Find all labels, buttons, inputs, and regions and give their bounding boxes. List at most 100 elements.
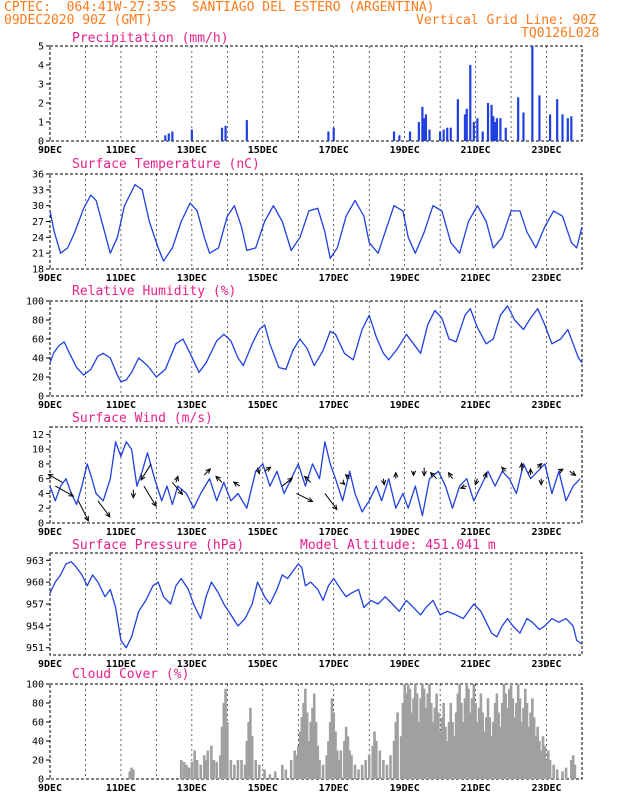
wind-xtick-label: 21DEC: [461, 527, 491, 538]
precip-bar: [220, 127, 224, 141]
rh-xtick-label: 23DEC: [531, 400, 561, 411]
cloud-bar: [307, 741, 311, 779]
cloud-bar: [334, 731, 337, 779]
header-run-code: TQ0126L028: [521, 26, 600, 41]
precip-xtick-label: 13DEC: [177, 145, 207, 156]
rh-xtick-label: 17DEC: [319, 400, 349, 411]
wind-vector-head: [536, 462, 543, 469]
cloud-bar: [429, 703, 433, 779]
wind-vector-head: [482, 471, 488, 478]
pres-panel: 951 954 957 960 963 9DEC 11DEC 13DEC 15DEC 17DEC 1…: [26, 538, 583, 670]
precip-ytick-label: 2: [38, 99, 44, 110]
wind-vector: [233, 481, 241, 487]
cloud-bar: [204, 760, 208, 779]
pres-ytick-label: 963: [26, 556, 44, 567]
cloud-bar: [403, 684, 406, 779]
cloud-bar: [353, 764, 357, 779]
cloud-bar: [389, 755, 392, 779]
precip-xtick-label: 19DEC: [390, 145, 420, 156]
wind-vector-head: [447, 471, 454, 478]
cloud-bar: [534, 736, 538, 779]
cloud-bar: [401, 703, 405, 779]
precip-bar: [446, 127, 449, 141]
cloud-bar: [421, 684, 424, 779]
precip-bar: [224, 125, 227, 141]
cloud-bar: [483, 731, 486, 779]
precip-bar: [494, 122, 497, 141]
cloud-bar: [339, 750, 343, 779]
cloud-bar: [215, 761, 218, 779]
rh-ytick-label: 60: [32, 335, 44, 346]
temp-ytick-label: 24: [32, 233, 44, 244]
wind-vector-head: [177, 489, 184, 496]
header-grid-line: Vertical Grid Line: 90Z: [416, 13, 597, 28]
pres-xtick-label: 11DEC: [106, 659, 136, 670]
temp-ytick-label: 21: [32, 249, 44, 260]
cloud-panel: 0 20 40 60 80 100 9DEC 11DEC 13DEC 15DEC 17DEC 19DE…: [26, 667, 583, 794]
wind-vector-head: [232, 481, 239, 487]
wind-vector: [324, 493, 338, 510]
rh-ytick-label: 80: [32, 316, 44, 327]
cloud-bar: [321, 764, 325, 779]
wind-vector-head: [421, 470, 427, 477]
cloud-bar: [449, 703, 453, 779]
precip-bar: [481, 131, 484, 141]
cloud-bar: [243, 764, 247, 779]
precip-bar: [449, 127, 452, 141]
wind-vector-head: [105, 511, 111, 518]
cloud-bar: [410, 712, 414, 779]
cloud-xtick-label: 23DEC: [531, 783, 561, 794]
wind-vector-head: [557, 468, 564, 474]
cloud-bar: [309, 722, 312, 779]
cloud-bar: [468, 712, 472, 779]
pres-annotation: Model Altitude: 451.041 m: [300, 538, 496, 553]
cloud-bar: [281, 764, 284, 779]
wind-xtick-label: 11DEC: [106, 527, 136, 538]
precip-xtick-label: 23DEC: [531, 145, 561, 156]
pres-xtick-label: 17DEC: [319, 659, 349, 670]
cloud-bar: [506, 707, 509, 779]
rh-xtick-label: 11DEC: [106, 400, 136, 411]
temp-ytick-label: 30: [32, 201, 44, 212]
cloud-bar: [220, 726, 224, 779]
temp-xtick-label: 13DEC: [177, 273, 207, 284]
cloud-bar: [300, 717, 304, 779]
wind-xtick-label: 15DEC: [248, 527, 278, 538]
precip-bar: [332, 127, 335, 141]
cloud-ytick-label: 80: [32, 699, 44, 710]
precip-ytick-label: 4: [38, 61, 44, 72]
cloud-bar: [408, 688, 412, 779]
cloud-bar: [451, 722, 454, 779]
cloud-bar: [195, 760, 199, 779]
wind-ytick-label: 4: [38, 489, 44, 500]
cloud-bar: [392, 741, 396, 779]
precip-bar: [531, 46, 534, 141]
wind-ytick-label: 8: [38, 459, 44, 470]
pres-xtick-label: 9DEC: [38, 659, 62, 670]
precip-bar: [566, 118, 569, 141]
rh-frame: [49, 300, 583, 397]
wind-vector-head: [570, 470, 577, 476]
cloud-bar: [492, 722, 495, 779]
cloud-bar: [337, 760, 341, 779]
cloud-bar: [552, 764, 555, 779]
precip-bar: [517, 97, 520, 141]
cloud-bar: [312, 693, 316, 779]
wind-vector-head: [287, 477, 294, 483]
precip-xtick-label: 17DEC: [319, 145, 349, 156]
cloud-bar: [245, 741, 249, 779]
cloud-bar: [453, 736, 456, 779]
precip-ytick-label: 3: [38, 80, 44, 91]
cloud-xtick-label: 19DEC: [390, 783, 420, 794]
rh-title: Relative Humidity (%): [72, 284, 236, 299]
precip-bar: [556, 99, 559, 141]
cloud-bar: [538, 741, 541, 779]
cloud-bar: [212, 760, 216, 779]
cloud-bar: [467, 688, 470, 779]
precip-bar: [456, 99, 459, 141]
wind-vector-head: [332, 504, 338, 511]
cloud-bar: [240, 760, 243, 779]
rh-xtick-label: 9DEC: [38, 400, 62, 411]
temp-title: Surface Temperature (nC): [72, 157, 260, 172]
temp-xtick-label: 11DEC: [106, 273, 136, 284]
